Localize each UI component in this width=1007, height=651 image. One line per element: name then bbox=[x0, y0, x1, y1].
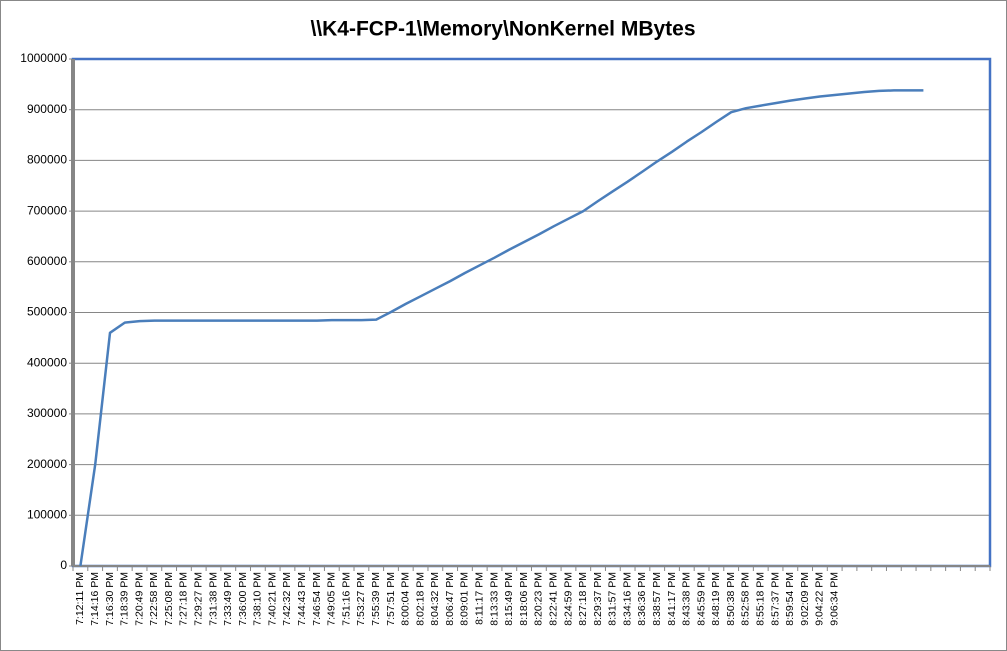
x-tick-label: 8:31:57 PM bbox=[607, 572, 619, 626]
x-tick-label: 7:16:30 PM bbox=[104, 572, 116, 626]
y-tick-label: 400000 bbox=[27, 355, 67, 369]
x-tick-label: 7:55:39 PM bbox=[370, 572, 382, 626]
x-tick-label: 8:43:38 PM bbox=[681, 572, 693, 626]
x-tick-label: 9:02:09 PM bbox=[799, 572, 811, 626]
x-tick-label: 8:52:58 PM bbox=[740, 572, 752, 626]
x-tick-label: 7:42:32 PM bbox=[281, 572, 293, 626]
x-tick-label: 8:09:01 PM bbox=[459, 572, 471, 626]
x-tick-label: 8:45:59 PM bbox=[695, 572, 707, 626]
x-tick-label: 7:20:49 PM bbox=[133, 572, 145, 626]
x-tick-label: 9:04:22 PM bbox=[814, 572, 826, 626]
x-tick-label: 8:36:36 PM bbox=[636, 572, 648, 626]
x-tick-label: 8:15:49 PM bbox=[503, 572, 515, 626]
x-tick-label: 7:40:21 PM bbox=[266, 572, 278, 626]
x-tick-label: 7:46:54 PM bbox=[311, 572, 323, 626]
x-tick-label: 8:50:38 PM bbox=[725, 572, 737, 626]
x-tick-label: 7:53:27 PM bbox=[355, 572, 367, 626]
x-tick-label: 7:31:38 PM bbox=[207, 572, 219, 626]
y-tick-label: 900000 bbox=[27, 102, 67, 116]
y-tick-label: 0 bbox=[60, 558, 67, 572]
x-tick-label: 9:06:34 PM bbox=[828, 572, 840, 626]
x-tick-label: 8:04:32 PM bbox=[429, 572, 441, 626]
x-tick-label: 8:18:06 PM bbox=[518, 572, 530, 626]
y-tick-label: 300000 bbox=[27, 406, 67, 420]
x-tick-label: 7:44:43 PM bbox=[296, 572, 308, 626]
x-tick-label: 8:20:23 PM bbox=[533, 572, 545, 626]
chart-title: \\K4-FCP-1\Memory\NonKernel MBytes bbox=[310, 18, 695, 41]
y-tick-label: 200000 bbox=[27, 457, 67, 471]
x-tick-label: 7:18:39 PM bbox=[119, 572, 131, 626]
x-tick-label: 8:06:47 PM bbox=[444, 572, 456, 626]
x-tick-label: 7:22:58 PM bbox=[148, 572, 160, 626]
x-tick-label: 7:12:11 PM bbox=[74, 572, 86, 625]
x-tick-label: 8:24:59 PM bbox=[562, 572, 574, 626]
x-tick-label: 7:27:18 PM bbox=[178, 572, 190, 626]
x-tick-label: 8:55:18 PM bbox=[755, 572, 767, 626]
x-tick-label: 8:02:18 PM bbox=[414, 572, 426, 626]
y-tick-label: 500000 bbox=[27, 305, 67, 319]
x-tick-label: 7:14:16 PM bbox=[89, 572, 101, 626]
x-tick-label: 8:13:33 PM bbox=[488, 572, 500, 626]
x-tick-label: 8:29:37 PM bbox=[592, 572, 604, 626]
x-tick-label: 7:51:16 PM bbox=[340, 572, 352, 626]
x-tick-label: 7:25:08 PM bbox=[163, 572, 175, 626]
data-line bbox=[79, 89, 924, 567]
y-tick-label: 100000 bbox=[27, 507, 67, 521]
x-tick-label: 8:22:41 PM bbox=[547, 572, 559, 626]
y-tick-label: 1000000 bbox=[20, 51, 67, 65]
x-tick-label: 8:48:19 PM bbox=[710, 572, 722, 626]
x-tick-label: 7:38:10 PM bbox=[252, 572, 264, 626]
x-tick-label: 8:59:54 PM bbox=[784, 572, 796, 626]
x-tick-label: 8:27:18 PM bbox=[577, 572, 589, 626]
x-tick-label: 7:33:49 PM bbox=[222, 572, 234, 626]
x-tick-label: 8:11:17 PM bbox=[474, 572, 486, 625]
x-tick-label: 8:41:17 PM bbox=[666, 572, 678, 626]
y-tick-label: 800000 bbox=[27, 153, 67, 167]
x-tick-label: 8:00:04 PM bbox=[400, 572, 412, 626]
x-tick-label: 7:57:51 PM bbox=[385, 572, 397, 626]
x-tick-label: 8:38:57 PM bbox=[651, 572, 663, 626]
x-tick-label: 7:36:00 PM bbox=[237, 572, 249, 626]
y-tick-label: 700000 bbox=[27, 203, 67, 217]
x-tick-label: 7:49:05 PM bbox=[326, 572, 338, 626]
y-tick-label: 600000 bbox=[27, 254, 67, 268]
x-tick-label: 7:29:27 PM bbox=[192, 572, 204, 626]
x-tick-label: 8:57:37 PM bbox=[769, 572, 781, 626]
x-tick-label: 8:34:16 PM bbox=[621, 572, 633, 626]
